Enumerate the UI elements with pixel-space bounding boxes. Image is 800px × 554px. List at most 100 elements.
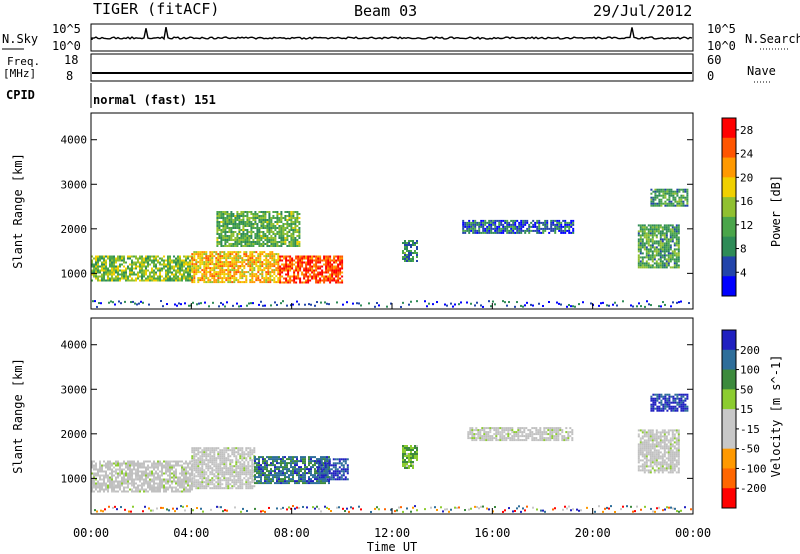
power-cell [175, 257, 177, 260]
power-cell [667, 230, 670, 233]
power-cell [292, 227, 295, 229]
velocity-cell [185, 478, 187, 481]
velocity-cell [487, 435, 490, 438]
velocity-cell [99, 468, 101, 471]
power-cell [243, 261, 246, 264]
power-cell [408, 250, 410, 252]
power-cell [280, 231, 283, 233]
power-cell [103, 275, 105, 278]
velocity-cell [207, 467, 210, 470]
power-cell [622, 300, 624, 303]
velocity-cell [145, 476, 147, 479]
power-cell [309, 261, 312, 264]
velocity-cell [251, 473, 254, 476]
colorbar-tick-label: 4 [740, 266, 747, 279]
power-cell [289, 269, 292, 272]
velocity-cell [157, 460, 159, 463]
velocity-cell [322, 470, 324, 473]
power-cell [245, 263, 248, 266]
power-cell [652, 202, 655, 205]
power-cell [221, 251, 224, 254]
power-cell [315, 279, 318, 282]
power-cell [216, 217, 219, 219]
power-cell [668, 188, 671, 191]
power-cell [680, 198, 683, 201]
power-cell [333, 255, 336, 258]
power-cell [242, 219, 245, 221]
colorbar-tick-label: 16 [740, 195, 753, 208]
power-cell [323, 255, 326, 258]
velocity-cell [211, 461, 214, 464]
power-cell [266, 227, 269, 229]
power-cell [287, 263, 290, 266]
power-cell [339, 261, 342, 264]
velocity-cell [249, 447, 252, 450]
power-cell [510, 227, 513, 230]
velocity-cell [324, 482, 326, 485]
velocity-cell [115, 472, 117, 475]
power-cell [643, 234, 646, 237]
power-cell [337, 263, 340, 266]
power-cell [242, 215, 245, 217]
velocity-cell [256, 470, 258, 473]
power-cell [661, 248, 664, 251]
velocity-cell [245, 469, 248, 472]
velocity-cell [245, 483, 248, 486]
power-cell [220, 221, 223, 223]
velocity-cell [211, 481, 214, 484]
power-cell [468, 227, 471, 230]
velocity-cell [292, 480, 294, 483]
velocity-cell [175, 472, 177, 475]
velocity-cell [213, 451, 216, 454]
power-cell [410, 300, 412, 303]
velocity-cell [113, 480, 115, 483]
power-cell [216, 223, 219, 225]
velocity-cell [495, 437, 498, 440]
power-cell [665, 258, 668, 261]
power-cell [238, 231, 241, 233]
power-cell [220, 239, 223, 241]
power-cell [236, 239, 239, 241]
power-cell [189, 277, 191, 280]
velocity-cell [408, 461, 410, 463]
velocity-cell [258, 472, 260, 475]
power-cell [139, 267, 141, 270]
velocity-cell [207, 455, 210, 458]
power-cell [647, 258, 650, 261]
power-cell [476, 221, 479, 224]
power-cell [672, 192, 675, 195]
velocity-cell [505, 427, 508, 430]
power-cell [664, 202, 667, 205]
power-cell [329, 265, 332, 268]
power-cell [109, 269, 111, 272]
velocity-cell [205, 487, 208, 490]
power-cell [248, 245, 251, 247]
power-cell [327, 267, 330, 270]
power-cell [242, 237, 245, 239]
power-cell [220, 215, 223, 217]
velocity-cell [318, 460, 321, 463]
power-cell [667, 244, 670, 247]
velocity-cell [197, 451, 200, 454]
velocity-cell [181, 464, 183, 467]
power-cell [281, 275, 284, 278]
power-cell [233, 259, 236, 262]
power-cell [99, 279, 101, 282]
power-cell [243, 255, 246, 258]
velocity-cell [129, 464, 131, 467]
power-cell [272, 239, 275, 241]
velocity-cell [473, 439, 476, 442]
velocity-cell [288, 470, 290, 473]
power-cell [259, 267, 262, 270]
power-cell [637, 242, 640, 245]
power-cell [211, 259, 214, 262]
power-cell [113, 271, 115, 274]
power-cell [124, 300, 126, 303]
power-cell [472, 227, 475, 230]
velocity-cell [300, 478, 302, 481]
colorbar-tick-label: 12 [740, 219, 753, 232]
power-cell [259, 251, 262, 254]
power-cell [103, 279, 105, 282]
power-cell [671, 256, 674, 259]
power-cell [333, 269, 336, 272]
